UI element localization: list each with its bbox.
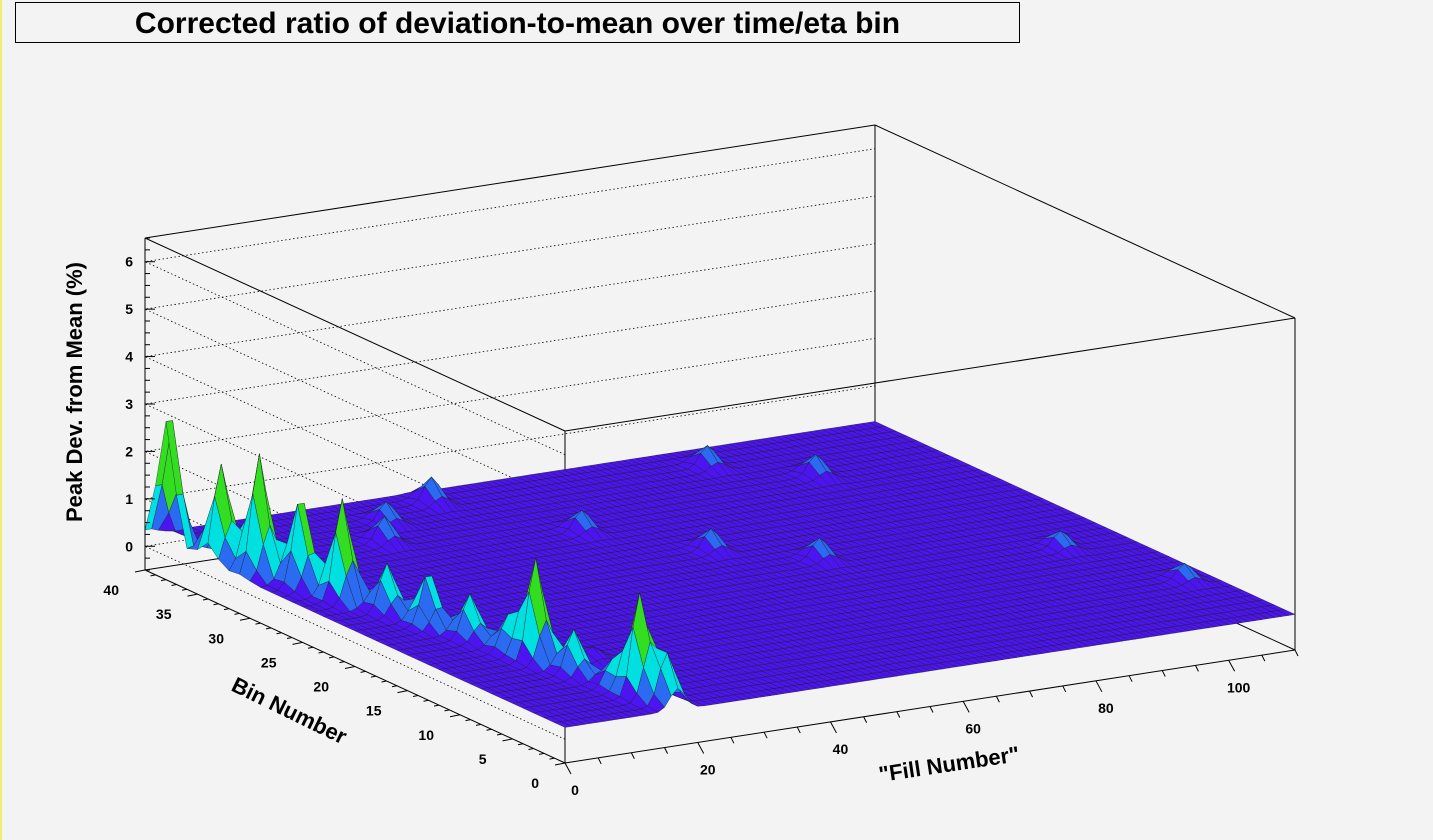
y-axis-tick — [412, 694, 419, 697]
y-axis-tick — [423, 699, 429, 702]
y-axis-tick — [171, 583, 177, 586]
y-axis-tick — [150, 574, 156, 577]
y-axis-tick — [528, 748, 534, 751]
y-axis-tick — [286, 637, 293, 640]
x-axis-tick — [1294, 649, 1299, 657]
y-tick-label: 10 — [418, 727, 434, 743]
y-axis-tick — [360, 670, 366, 673]
y-axis-tick — [234, 612, 240, 615]
y-tick-label: 35 — [156, 606, 172, 622]
x-axis-tick — [1228, 660, 1236, 672]
x-axis-tick — [962, 701, 970, 713]
z-grid-line — [143, 148, 876, 456]
y-axis-tick — [307, 646, 314, 649]
y-axis-tick — [517, 743, 524, 746]
y-axis-tick — [433, 704, 440, 707]
y-axis-tick — [181, 588, 188, 591]
chart-title-box: Corrected ratio of deviation-to-mean ove… — [15, 2, 1020, 43]
y-axis-tick — [391, 685, 398, 688]
y-tick-label: 40 — [103, 582, 119, 598]
x-tick-label: 20 — [700, 761, 716, 777]
y-axis-tick — [496, 733, 503, 736]
y-axis-tick — [502, 738, 513, 742]
y-tick-label: 30 — [208, 630, 224, 646]
x-tick-label: 80 — [1098, 700, 1114, 716]
y-axis-tick — [444, 709, 450, 712]
y-axis-tick — [554, 762, 566, 766]
y-axis-tick — [223, 608, 230, 611]
surface-mesh — [144, 420, 1296, 728]
x-axis-tick — [863, 716, 868, 723]
y-axis-tick — [239, 617, 251, 621]
frame-edge — [144, 124, 876, 239]
z-tick-label: 4 — [125, 349, 133, 365]
y-axis-tick — [255, 622, 261, 625]
x-axis-tick — [630, 752, 635, 759]
y-axis-tick — [160, 579, 167, 582]
x-axis-tick — [1062, 685, 1067, 693]
z-tick-label: 2 — [125, 443, 133, 459]
y-tick-label: 15 — [366, 703, 382, 719]
y-axis-tick — [276, 632, 282, 635]
x-tick-label: 100 — [1227, 679, 1251, 695]
y-tick-label: 5 — [479, 751, 487, 767]
y-axis-tick — [381, 680, 387, 683]
x-axis-tick — [730, 737, 735, 744]
x-axis-tick — [1128, 675, 1133, 682]
y-axis-tick — [397, 690, 408, 694]
x-axis-tick — [1161, 670, 1166, 677]
y-axis-tick — [370, 675, 377, 678]
z-tick-label: 5 — [125, 301, 133, 317]
y-tick-label: 0 — [531, 775, 539, 791]
y-axis-tick — [328, 656, 335, 659]
x-axis-tick — [597, 757, 602, 765]
z-tick-label: 6 — [125, 254, 133, 270]
y-axis-tick — [538, 752, 545, 755]
x-axis-tick — [763, 731, 768, 739]
frame-edge — [564, 317, 1296, 432]
x-axis-tick — [564, 762, 572, 775]
x-tick-label: 60 — [965, 720, 981, 736]
y-tick-label: 20 — [313, 679, 329, 695]
y-axis-tick — [344, 666, 356, 669]
y-axis-tick — [339, 661, 345, 664]
y-axis-tick — [318, 651, 324, 654]
x-axis-tick — [1195, 665, 1199, 672]
x-axis-tick — [896, 711, 901, 718]
x-axis-tick — [929, 706, 934, 713]
y-axis-tick — [213, 603, 219, 606]
x-axis-tick — [995, 696, 1000, 703]
x-axis-tick — [830, 721, 837, 734]
y-axis-label: Bin Number — [228, 672, 351, 749]
y-axis-tick — [486, 728, 492, 731]
z-tick-label: 3 — [125, 396, 133, 412]
x-tick-label: 0 — [571, 782, 579, 798]
x-axis-tick — [1261, 654, 1266, 662]
x-axis-tick — [1095, 680, 1103, 693]
frame-edge — [144, 237, 566, 432]
y-axis-tick — [187, 593, 198, 597]
x-axis-tick — [1029, 690, 1033, 698]
y-axis-tick — [475, 723, 482, 726]
x-axis-tick — [796, 726, 801, 734]
x-axis-label: "Fill Number" — [877, 741, 1021, 787]
z-tick-label: 1 — [125, 491, 133, 507]
chart-title: Corrected ratio of deviation-to-mean ove… — [134, 7, 901, 40]
y-axis-tick — [549, 757, 555, 760]
z-axis-label: Peak Dev. from Mean (%) — [62, 262, 87, 522]
y-tick-label: 25 — [261, 654, 277, 670]
y-axis-tick — [465, 719, 471, 722]
x-tick-label: 40 — [833, 741, 849, 757]
y-axis-tick — [449, 714, 461, 718]
y-axis-tick — [134, 569, 146, 573]
x-axis-tick — [664, 747, 668, 754]
x-axis-tick — [697, 742, 705, 754]
y-axis-tick — [265, 627, 272, 630]
y-axis-tick — [292, 641, 303, 645]
frame-edge — [874, 124, 1296, 319]
y-axis-tick — [202, 598, 209, 601]
z-tick-label: 0 — [125, 538, 133, 554]
